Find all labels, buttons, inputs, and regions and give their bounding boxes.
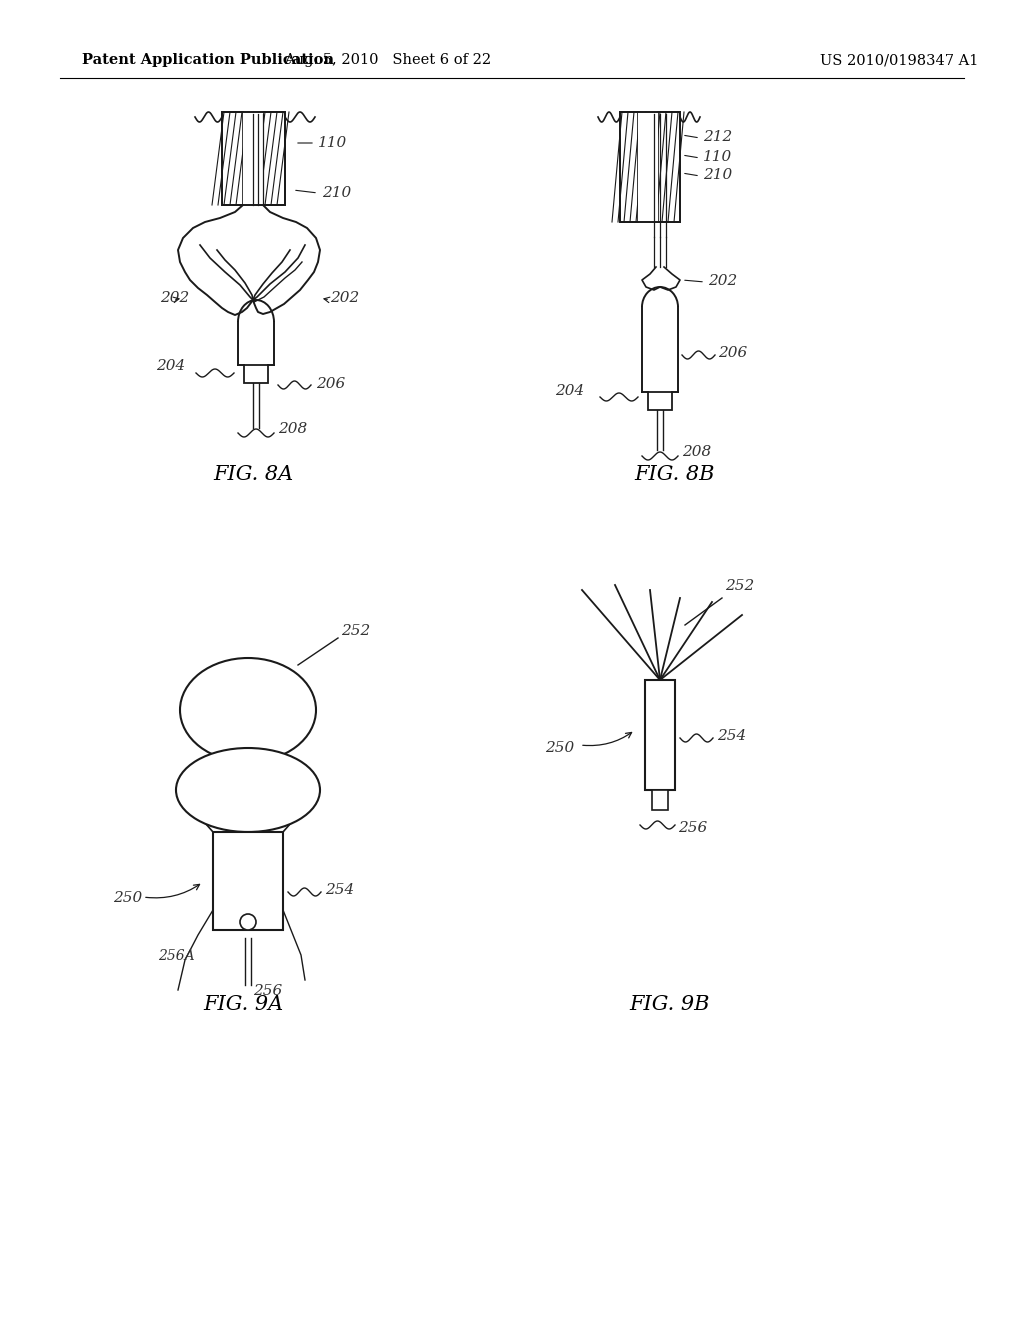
Bar: [213, 832, 283, 931]
Text: Aug. 5, 2010   Sheet 6 of 22: Aug. 5, 2010 Sheet 6 of 22: [285, 53, 492, 67]
Text: Patent Application Publication: Patent Application Publication: [82, 53, 334, 67]
Text: FIG. 8A: FIG. 8A: [213, 465, 293, 484]
Ellipse shape: [240, 913, 256, 931]
Text: 202: 202: [708, 275, 737, 288]
Text: 208: 208: [682, 445, 712, 459]
Text: 210: 210: [322, 186, 351, 201]
Text: 252: 252: [341, 624, 371, 638]
Text: US 2010/0198347 A1: US 2010/0198347 A1: [820, 53, 978, 67]
Text: 212: 212: [703, 129, 732, 144]
Text: 210: 210: [703, 168, 732, 182]
Text: 206: 206: [718, 346, 748, 360]
Text: 256: 256: [678, 821, 708, 836]
Text: 256: 256: [253, 983, 283, 998]
Text: FIG. 8B: FIG. 8B: [635, 465, 715, 484]
Text: 254: 254: [325, 883, 354, 898]
Bar: [648, 392, 672, 411]
Text: 252: 252: [725, 579, 755, 593]
Text: 204: 204: [555, 384, 585, 399]
Bar: [263, 112, 285, 205]
Bar: [222, 112, 243, 205]
Text: 110: 110: [318, 136, 347, 150]
Text: 208: 208: [278, 422, 307, 436]
Text: 256A: 256A: [158, 949, 195, 964]
Text: FIG. 9B: FIG. 9B: [630, 995, 711, 1014]
Bar: [244, 366, 268, 383]
Bar: [638, 112, 658, 222]
Text: 250: 250: [113, 891, 142, 906]
Bar: [243, 112, 263, 205]
Text: 202: 202: [330, 290, 359, 305]
Ellipse shape: [180, 657, 316, 762]
Ellipse shape: [176, 748, 319, 832]
Bar: [645, 680, 675, 789]
Text: FIG. 9A: FIG. 9A: [203, 995, 283, 1014]
Bar: [222, 112, 285, 205]
Text: 204: 204: [156, 359, 185, 374]
Bar: [658, 112, 680, 222]
Text: 110: 110: [703, 150, 732, 164]
Bar: [652, 789, 668, 810]
Bar: [620, 112, 638, 222]
Text: 254: 254: [717, 729, 746, 743]
Text: 206: 206: [316, 378, 345, 391]
Text: 202: 202: [160, 290, 189, 305]
Text: 250: 250: [545, 741, 574, 755]
Bar: [620, 112, 680, 222]
